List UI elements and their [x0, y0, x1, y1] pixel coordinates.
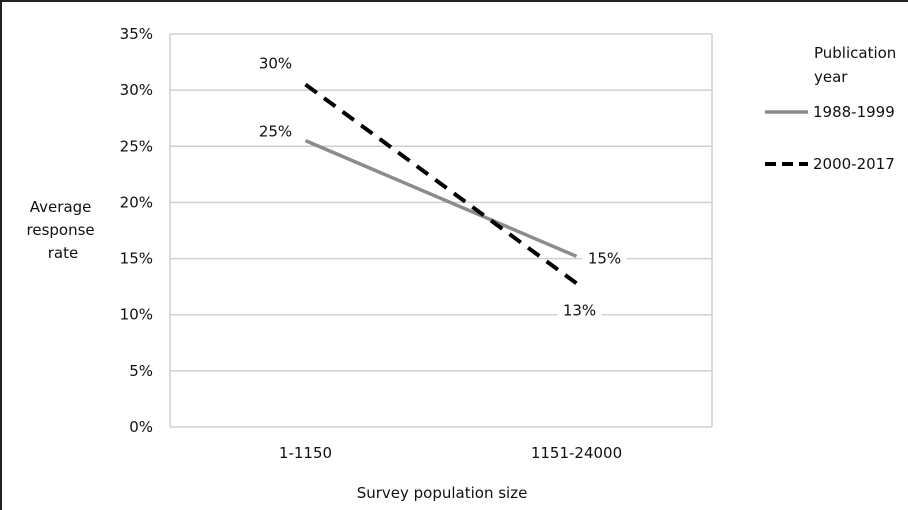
y-tick-label: 25% — [120, 137, 153, 155]
legend-title: Publication year — [814, 44, 901, 86]
y-axis-title-line-1: Average — [30, 198, 92, 216]
legend-title-line-2: year — [814, 68, 848, 86]
x-tick-label: 1151-24000 — [531, 444, 622, 462]
data-label-background — [253, 53, 298, 74]
y-tick-label: 30% — [120, 81, 153, 99]
data-label: 25% — [259, 123, 292, 141]
series-line-2000-2017 — [304, 82, 578, 285]
y-tick-label: 15% — [120, 250, 153, 268]
data-labels: 25% 15% 30% 13% — [253, 53, 627, 321]
series-lines — [304, 82, 578, 285]
legend-label: 1988-1999 — [813, 103, 895, 121]
data-label: 13% — [563, 301, 596, 319]
data-label-background — [253, 121, 298, 142]
y-tick-label: 0% — [129, 418, 153, 436]
series-line-1988-1999 — [304, 139, 578, 258]
x-axis-ticks: 1-1150 1151-24000 — [279, 444, 622, 462]
y-axis-title-line-2: response — [27, 221, 95, 239]
x-axis-title: Survey population size — [357, 484, 528, 502]
y-tick-label: 10% — [120, 306, 153, 324]
legend: Publication year 1988-1999 2000-2017 — [765, 44, 901, 173]
data-label-background — [557, 300, 602, 321]
y-tick-label: 35% — [120, 25, 153, 43]
y-tick-label: 20% — [120, 193, 153, 211]
gridlines — [169, 33, 713, 428]
y-axis-ticks: 0% 5% 10% 15% 20% 25% 30% 35% — [120, 25, 153, 436]
legend-title-line-1: Publication — [814, 44, 896, 62]
data-label: 15% — [588, 249, 621, 267]
y-tick-label: 5% — [129, 362, 153, 380]
y-axis-title: Average response rate — [27, 198, 100, 262]
legend-items: 1988-1999 2000-2017 — [765, 103, 895, 173]
legend-label: 2000-2017 — [813, 155, 895, 173]
y-axis-title-line-3: rate — [48, 244, 78, 262]
data-label: 30% — [259, 55, 292, 73]
data-label-background — [582, 248, 627, 269]
x-tick-label: 1-1150 — [279, 444, 332, 462]
